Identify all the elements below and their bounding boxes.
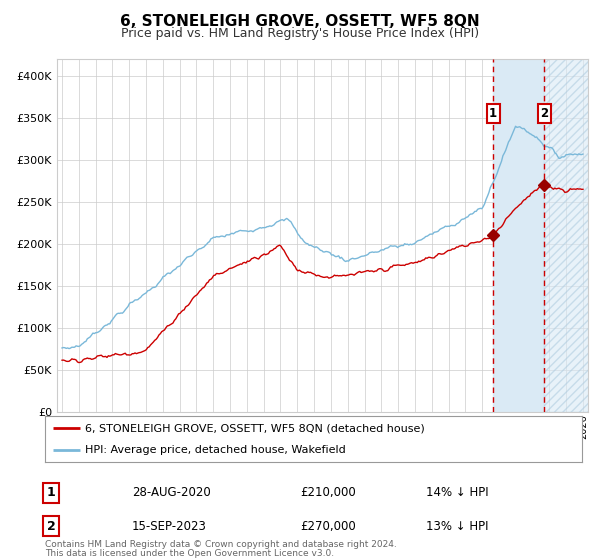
Text: Price paid vs. HM Land Registry's House Price Index (HPI): Price paid vs. HM Land Registry's House … <box>121 27 479 40</box>
Text: £270,000: £270,000 <box>300 520 356 533</box>
Text: 2: 2 <box>47 520 55 533</box>
Text: 13% ↓ HPI: 13% ↓ HPI <box>426 520 488 533</box>
Text: £210,000: £210,000 <box>300 486 356 500</box>
Text: 28-AUG-2020: 28-AUG-2020 <box>132 486 211 500</box>
Text: This data is licensed under the Open Government Licence v3.0.: This data is licensed under the Open Gov… <box>45 549 334 558</box>
Text: 1: 1 <box>489 107 497 120</box>
Text: 14% ↓ HPI: 14% ↓ HPI <box>426 486 488 500</box>
Bar <box>544 59 592 412</box>
Text: 1: 1 <box>47 486 55 500</box>
Text: Contains HM Land Registry data © Crown copyright and database right 2024.: Contains HM Land Registry data © Crown c… <box>45 540 397 549</box>
Bar <box>493 59 544 412</box>
Text: HPI: Average price, detached house, Wakefield: HPI: Average price, detached house, Wake… <box>85 445 346 455</box>
Text: 15-SEP-2023: 15-SEP-2023 <box>132 520 207 533</box>
Text: 6, STONELEIGH GROVE, OSSETT, WF5 8QN (detached house): 6, STONELEIGH GROVE, OSSETT, WF5 8QN (de… <box>85 423 425 433</box>
Text: 2: 2 <box>541 107 548 120</box>
Text: 6, STONELEIGH GROVE, OSSETT, WF5 8QN: 6, STONELEIGH GROVE, OSSETT, WF5 8QN <box>120 14 480 29</box>
